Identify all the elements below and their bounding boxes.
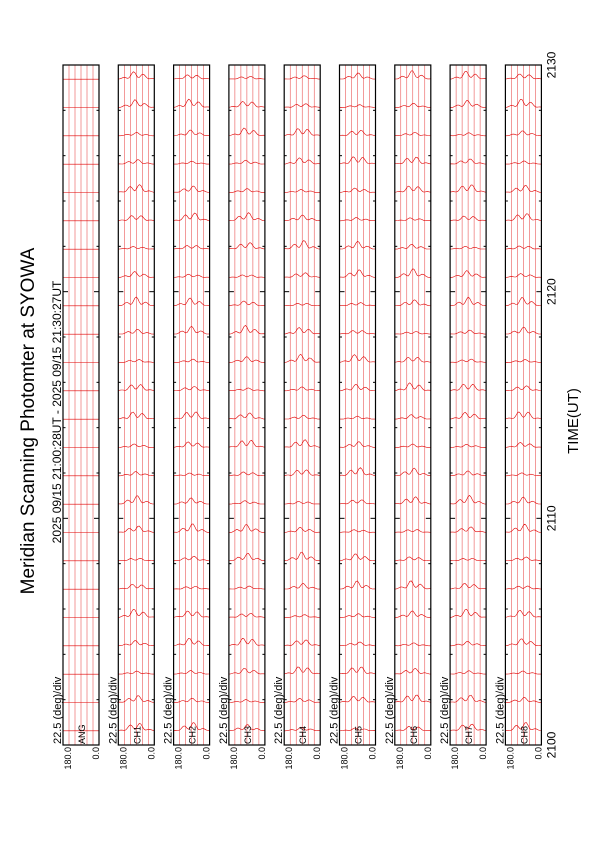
y-tick-label: 0.0 xyxy=(368,747,378,760)
x-axis-label: TIME(UT) xyxy=(565,388,582,454)
panel-ch8: 180.0 0.0 CH8 22.5 (deg)/div xyxy=(494,64,543,770)
chart-subtitle: 2025 09/15 21:00:28UT - 2025 09/15 21:30… xyxy=(50,280,64,543)
panel-frame xyxy=(394,64,432,746)
channel-label: CH4 xyxy=(298,726,308,744)
x-tick-label: 2100 xyxy=(544,731,558,758)
y-tick-label: 180.0 xyxy=(174,747,184,770)
panels: 180.0 0.0 ANG 22.5 (deg)/div 180.0 0.0 CH1 22.5… xyxy=(52,64,543,770)
x-tick-labels: 2100 2110 2120 2130 xyxy=(544,51,558,758)
panel-frame xyxy=(62,64,100,746)
y-tick-label: 0.0 xyxy=(478,747,488,760)
panel-frame xyxy=(283,64,321,746)
y-tick-label: 180.0 xyxy=(63,747,73,770)
x-tick-label: 2110 xyxy=(544,505,558,531)
panel-ch4: 180.0 0.0 CH4 22.5 (deg)/div xyxy=(273,64,322,770)
y-tick-label: 180.0 xyxy=(229,747,239,770)
panel-ch6: 180.0 0.0 CH6 22.5 (deg)/div xyxy=(384,64,433,770)
panel-ch2: 180.0 0.0 CH2 22.5 (deg)/div xyxy=(163,64,212,770)
y-tick-label: 0.0 xyxy=(312,747,322,760)
channel-label: CH6 xyxy=(409,726,419,744)
scale-label: 22.5 (deg)/div xyxy=(384,676,396,744)
scale-label: 22.5 (deg)/div xyxy=(494,676,506,744)
channel-label: ANG xyxy=(77,724,87,744)
y-tick-label: 0.0 xyxy=(146,747,156,760)
panel-ang: 180.0 0.0 ANG 22.5 (deg)/div xyxy=(52,64,101,770)
y-tick-label: 180.0 xyxy=(450,747,460,770)
panel-frame xyxy=(173,64,211,746)
panel-ch7: 180.0 0.0 CH7 22.5 (deg)/div xyxy=(439,64,488,770)
scale-label: 22.5 (deg)/div xyxy=(163,676,175,744)
y-tick-label: 0.0 xyxy=(423,747,433,760)
channel-label: CH7 xyxy=(464,726,474,744)
panel-ch1: 180.0 0.0 CH1 22.5 (deg)/div xyxy=(107,64,156,770)
scale-label: 22.5 (deg)/div xyxy=(52,676,64,744)
y-tick-label: 180.0 xyxy=(284,747,294,770)
y-tick-label: 0.0 xyxy=(533,747,543,760)
y-tick-label: 180.0 xyxy=(340,747,350,770)
scale-label: 22.5 (deg)/div xyxy=(273,676,285,744)
y-tick-label: 180.0 xyxy=(505,747,515,770)
channel-label: CH2 xyxy=(188,726,198,744)
panel-ch3: 180.0 0.0 CH3 22.5 (deg)/div xyxy=(218,64,267,770)
panel-frame xyxy=(504,64,542,746)
panel-ch5: 180.0 0.0 CH5 22.5 (deg)/div xyxy=(329,64,378,770)
chart-title: Meridian Scanning Photomter at SYOWA xyxy=(18,247,39,594)
y-tick-label: 180.0 xyxy=(118,747,128,770)
scale-label: 22.5 (deg)/div xyxy=(329,676,341,744)
channel-label: CH3 xyxy=(243,726,253,744)
x-tick-label: 2130 xyxy=(544,51,558,78)
panel-frame xyxy=(228,64,266,746)
y-tick-label: 180.0 xyxy=(395,747,405,770)
channel-label: CH5 xyxy=(354,726,364,744)
panel-frame xyxy=(117,64,155,746)
panel-frame xyxy=(338,64,377,746)
scale-label: 22.5 (deg)/div xyxy=(439,676,451,744)
channel-label: CH8 xyxy=(519,726,529,744)
scale-label: 22.5 (deg)/div xyxy=(107,676,119,744)
panel-frame xyxy=(449,64,487,746)
y-tick-label: 0.0 xyxy=(257,747,267,760)
scale-label: 22.5 (deg)/div xyxy=(218,676,230,744)
y-tick-label: 0.0 xyxy=(91,747,101,760)
y-tick-label: 0.0 xyxy=(202,747,212,760)
x-tick-label: 2120 xyxy=(544,278,558,305)
channel-label: CH1 xyxy=(132,726,142,744)
